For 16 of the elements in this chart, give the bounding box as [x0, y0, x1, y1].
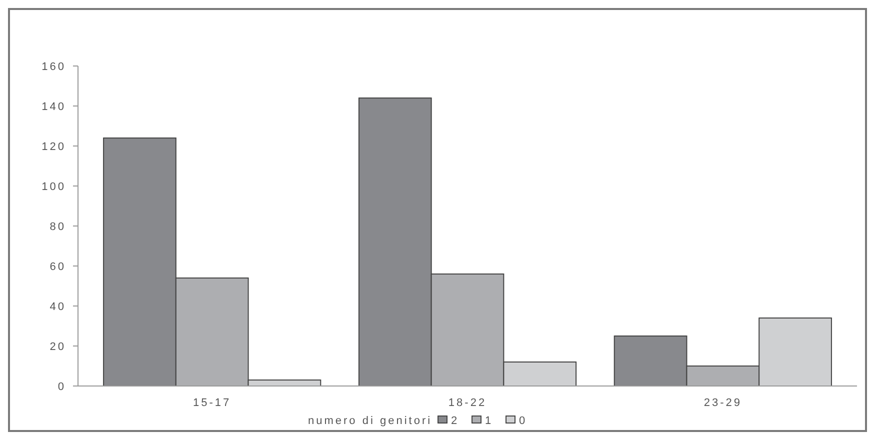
y-tick-label: 140: [42, 100, 66, 113]
x-tick-label: 23-29: [704, 397, 742, 409]
y-tick-label: 0: [58, 380, 66, 393]
y-tick-label: 160: [42, 60, 66, 73]
y-tick-label: 20: [50, 340, 66, 353]
legend-label: 0: [519, 414, 526, 427]
y-tick-label: 80: [50, 220, 66, 233]
legend-label: 1: [485, 414, 492, 427]
x-tick-label: 18-22: [448, 397, 487, 409]
legend-label: 2: [451, 414, 458, 427]
y-tick-label: 100: [42, 180, 66, 193]
y-tick-label: 40: [50, 300, 66, 313]
y-tick-label: 60: [50, 260, 66, 273]
y-tick-label: 120: [42, 140, 66, 153]
legend-title: numero di genitori: [308, 414, 432, 427]
x-tick-label: 15-17: [193, 397, 232, 409]
